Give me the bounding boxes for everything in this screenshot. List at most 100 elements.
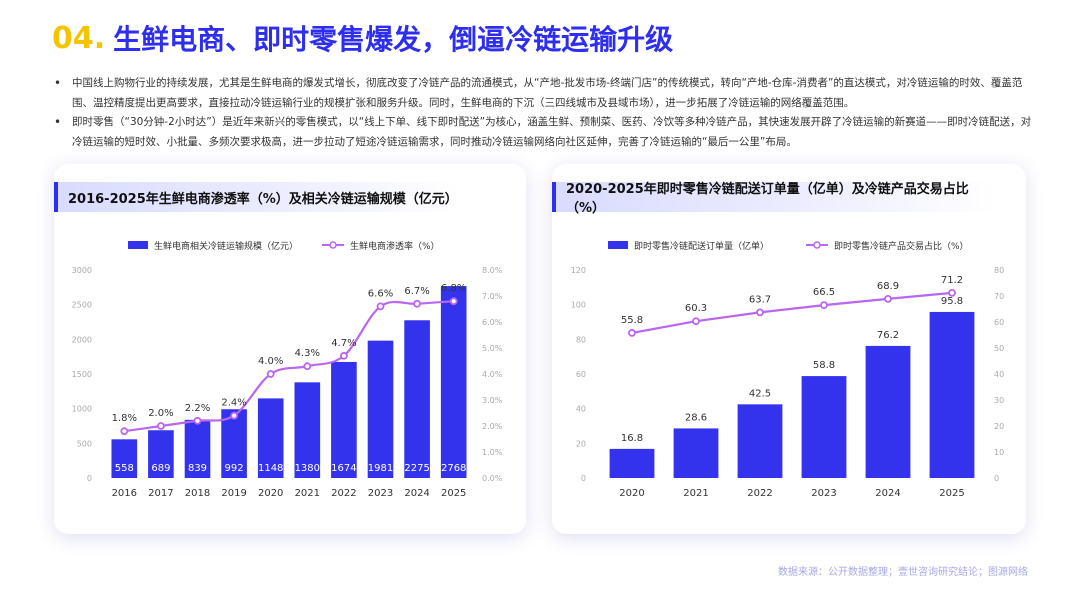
line-value-label: 4.0% (258, 356, 283, 367)
line-value-label: 6.8% (441, 283, 466, 294)
x-tick-label: 2021 (295, 488, 320, 499)
line-point (628, 329, 636, 337)
bar-value-label: 992 (225, 463, 244, 474)
bar (865, 345, 911, 478)
line-value-label: 2.2% (185, 403, 210, 414)
y-tick-right: 20 (994, 422, 1004, 431)
section-title: 生鲜电商、即时零售爆发，倒逼冷链运输升级 (113, 23, 674, 56)
section-number: 04. (52, 20, 106, 56)
x-tick-label: 2019 (221, 488, 246, 499)
line-point (948, 288, 956, 297)
bar-value-label: 839 (188, 463, 207, 474)
line-point (692, 317, 700, 326)
x-tick-label: 2024 (875, 488, 900, 499)
y-tick-right: 6.0% (482, 318, 503, 327)
bar (221, 409, 247, 478)
y-tick-right: 30 (994, 396, 1004, 405)
y-tick-right: 5.0% (482, 344, 503, 353)
bar (737, 404, 783, 478)
y-tick-left: 2000 (72, 335, 92, 344)
bar (111, 439, 138, 478)
line-point (266, 370, 275, 378)
y-tick-right: 2.0% (482, 422, 503, 431)
line-value-label: 55.8 (621, 315, 643, 326)
bar-value-label: 1674 (331, 463, 356, 474)
line-value-label: 71.2 (941, 275, 963, 286)
y-tick-right: 60 (994, 318, 1004, 327)
bar (801, 376, 847, 478)
x-tick-label: 2023 (811, 488, 836, 499)
y-tick-left: 3000 (72, 266, 92, 275)
x-tick-label: 2016 (112, 488, 137, 499)
y-tick-right: 8.0% (482, 266, 503, 275)
intro-bullets: • 中国线上购物行业的持续发展，尤其是生鲜电商的爆发式增长，彻底改变了冷链产品的… (54, 74, 1034, 152)
line-value-label: 2.0% (148, 408, 173, 419)
x-tick-label: 2018 (185, 488, 210, 499)
bar-value-label: 16.8 (621, 433, 643, 444)
bullet-dot-icon: • (54, 76, 62, 90)
line-point (884, 294, 892, 303)
line-point (193, 416, 202, 425)
bar-value-label: 558 (115, 463, 134, 474)
bar (331, 361, 357, 478)
y-tick-right: 3.0% (482, 396, 503, 405)
bullet-item: • 中国线上购物行业的持续发展，尤其是生鲜电商的爆发式增长，彻底改变了冷链产品的… (54, 74, 1034, 113)
x-tick-label: 2023 (368, 488, 393, 499)
x-tick-label: 2024 (404, 488, 429, 499)
line-point (339, 351, 348, 360)
bar (609, 448, 655, 478)
chart-instant-retail: 即时零售冷链配送订单量（亿单） 即时零售冷链产品交易占比（%） 0 20 40 60 80 1… (571, 240, 1004, 499)
line-value-label: 6.7% (404, 286, 429, 297)
chart-card-instant-retail: 即时零售冷链配送订单量（亿单） 即时零售冷链产品交易占比（%） 0 20 40 60 80 1… (552, 164, 1026, 534)
y-tick-right: 0 (994, 474, 999, 483)
chart-ecommerce: 生鲜电商相关冷链运输规模（亿元） 生鲜电商渗透率（%） 0 500 1000 1500 20… (72, 240, 503, 499)
legend-bar-swatch (608, 241, 628, 249)
x-tick-label: 2025 (939, 488, 964, 499)
bar (440, 286, 467, 478)
bar (367, 340, 394, 478)
chart-title: 2016-2025年生鲜电商渗透率（%）及相关冷链运输规模（亿元） (54, 182, 458, 212)
line-point (756, 308, 764, 317)
bullet-text: 中国线上购物行业的持续发展，尤其是生鲜电商的爆发式增长，彻底改变了冷链产品的流通… (72, 77, 1023, 109)
chart-card-ecommerce: 生鲜电商相关冷链运输规模（亿元） 生鲜电商渗透率（%） 0 500 1000 1500 20… (54, 164, 526, 534)
legend-line-marker (329, 241, 337, 249)
y-tick-right: 80 (994, 266, 1004, 275)
line-point (303, 362, 312, 371)
line-point (157, 422, 165, 430)
y-tick-left: 20 (576, 439, 586, 448)
bar-value-label: 1981 (368, 463, 393, 474)
line-value-label: 2.4% (221, 398, 246, 409)
line-value-label: 4.3% (295, 348, 320, 359)
bar (184, 419, 211, 478)
y-tick-left: 0 (581, 474, 586, 483)
line-value-label: 6.6% (368, 288, 393, 299)
legend-bar-label: 生鲜电商相关冷链运输规模（亿元） (154, 240, 298, 252)
y-tick-left: 40 (576, 405, 586, 414)
line-value-label: 68.9 (877, 281, 899, 292)
y-tick-right: 50 (994, 344, 1004, 353)
y-tick-right: 10 (994, 448, 1004, 457)
y-tick-left: 2500 (72, 301, 92, 310)
line-point (449, 297, 458, 306)
data-source: 数据来源：公开数据整理；壹世咨询研究结论；图源网络 (778, 567, 1028, 578)
bar-value-label: 42.5 (749, 388, 771, 399)
y-tick-left: 1000 (72, 405, 92, 414)
bar-value-label: 689 (151, 463, 170, 474)
y-tick-right: 40 (994, 370, 1004, 379)
line-point (820, 301, 828, 310)
bar-value-label: 76.2 (877, 330, 899, 341)
y-tick-left: 60 (576, 370, 586, 379)
line-point (376, 302, 385, 311)
legend-line-marker (813, 241, 821, 249)
legend-bar-swatch (128, 241, 148, 249)
line-value-label: 60.3 (685, 303, 707, 314)
line-series (631, 291, 953, 335)
line-value-label: 63.7 (749, 294, 771, 305)
x-tick-label: 2021 (683, 488, 708, 499)
x-tick-label: 2025 (441, 488, 466, 499)
line-point (230, 411, 239, 420)
bullet-dot-icon: • (54, 115, 62, 129)
bullet-text: 即时零售（“30分钟-2小时达”）是近年来新兴的零售模式，以“线上下单、线下即时… (72, 116, 1032, 148)
y-tick-left: 80 (576, 335, 586, 344)
x-tick-label: 2022 (331, 488, 356, 499)
